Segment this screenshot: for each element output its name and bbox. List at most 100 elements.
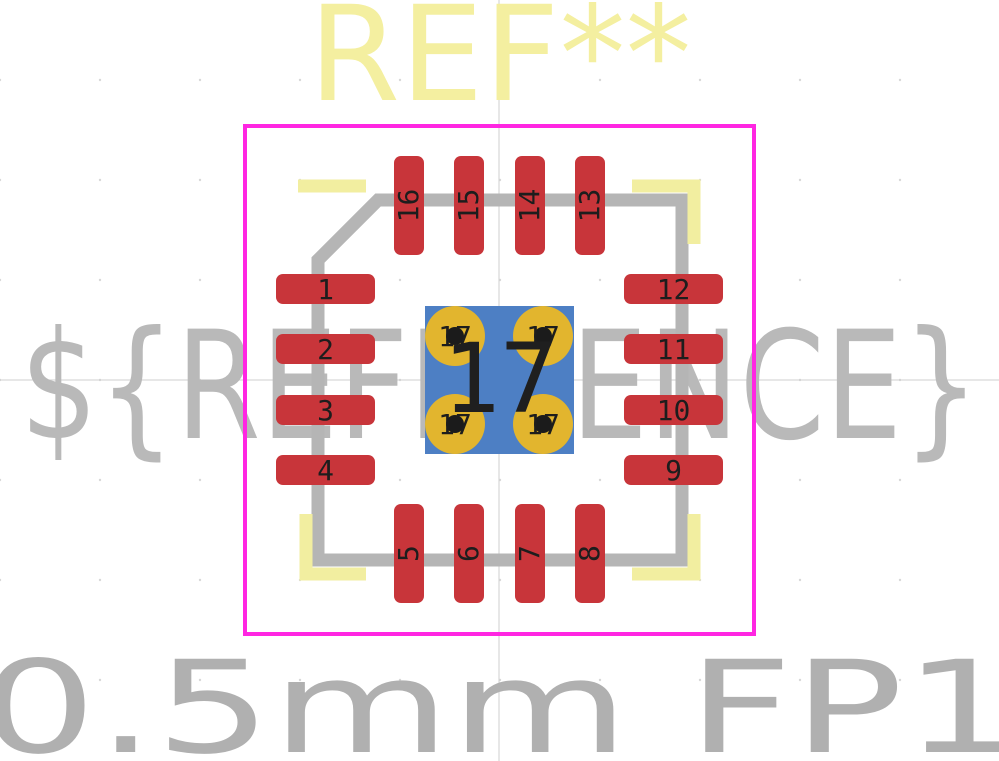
pad-number: 8 <box>573 545 606 562</box>
pad-number: 16 <box>392 189 425 223</box>
grid-dot <box>198 678 202 682</box>
grid-dot <box>0 678 2 682</box>
exposed-pad-number: 17 <box>442 323 558 435</box>
pad-number: 14 <box>513 189 546 223</box>
grid-dot <box>898 178 902 182</box>
smd-pad[interactable]: 12 <box>624 273 723 306</box>
smd-pad[interactable]: 9 <box>624 454 723 487</box>
grid-dot <box>598 278 602 282</box>
via-drill <box>534 327 552 345</box>
grid-dot <box>0 178 2 182</box>
via-number: 17 <box>438 408 472 441</box>
grid-dot <box>298 678 302 682</box>
pad-copper <box>276 455 375 485</box>
grid-dot <box>798 678 802 682</box>
smd-pad[interactable]: 1 <box>276 273 375 306</box>
grid-dot <box>198 478 202 482</box>
smd-pad[interactable]: 14 <box>513 156 546 255</box>
smd-pad[interactable]: 4 <box>276 454 375 487</box>
pad-number: 4 <box>317 454 334 487</box>
pad-copper <box>575 156 605 255</box>
pad-number: 11 <box>657 333 691 366</box>
pad-number: 2 <box>317 333 334 366</box>
thermal-via[interactable]: 17 <box>513 394 573 454</box>
pad-copper <box>624 455 723 485</box>
pad-number: 7 <box>513 545 546 562</box>
grid-dot <box>198 178 202 182</box>
silk-corner-bottom-right <box>632 514 701 581</box>
pad-number: 12 <box>657 273 691 306</box>
pad-copper <box>276 334 375 364</box>
grid-dot <box>198 578 202 582</box>
grid-dot <box>798 478 802 482</box>
grid-dot <box>598 478 602 482</box>
thermal-via[interactable]: 17 <box>425 306 485 366</box>
grid-dot <box>398 278 402 282</box>
smd-pad[interactable]: 2 <box>276 333 375 366</box>
grid-dot <box>0 578 2 582</box>
grid-dot <box>98 278 102 282</box>
via-drill <box>446 327 464 345</box>
smd-pad[interactable]: 10 <box>624 394 723 427</box>
grid-dot <box>598 78 602 82</box>
grid-dot <box>798 78 802 82</box>
via-drill <box>446 415 464 433</box>
smd-pad[interactable]: 8 <box>573 504 606 603</box>
pad-copper <box>276 395 375 425</box>
grid-dot <box>98 178 102 182</box>
grid-dot <box>398 478 402 482</box>
grid-dot <box>898 478 902 482</box>
grid-dot <box>698 678 702 682</box>
grid-dot <box>98 578 102 582</box>
smd-pad[interactable]: 3 <box>276 394 375 427</box>
pad-number: 9 <box>665 454 682 487</box>
grid-dot <box>798 178 802 182</box>
thermal-via[interactable]: 17 <box>513 306 573 366</box>
silk-corner-bottom-left <box>299 514 366 581</box>
smd-pad[interactable]: 7 <box>513 504 546 603</box>
thermal-vias: 17 17 17 17 <box>425 306 573 454</box>
smd-pad[interactable]: 13 <box>573 156 606 255</box>
pad-number: 10 <box>657 394 691 427</box>
smd-pad[interactable]: 15 <box>452 156 485 255</box>
grid-dot <box>398 78 402 82</box>
pad-copper <box>515 156 545 255</box>
reference-designator: REF** <box>308 0 691 132</box>
via-number: 17 <box>526 408 560 441</box>
courtyard-outline <box>243 124 756 636</box>
pad-number: 6 <box>452 545 485 562</box>
grid-dot <box>98 478 102 482</box>
grid-dot <box>98 78 102 82</box>
pad-copper <box>394 504 424 603</box>
pad-copper <box>515 504 545 603</box>
grid-dot <box>898 578 902 582</box>
pad-copper <box>624 395 723 425</box>
grid-dot <box>798 278 802 282</box>
pad-copper <box>454 504 484 603</box>
thermal-via[interactable]: 17 <box>425 394 485 454</box>
silkscreen-corners <box>298 179 701 581</box>
via-drill <box>534 415 552 433</box>
pad-copper <box>575 504 605 603</box>
pad-copper <box>454 156 484 255</box>
smd-pad[interactable]: 6 <box>452 504 485 603</box>
silk-corner-top-right <box>632 179 701 244</box>
smd-pad[interactable]: 16 <box>392 156 425 255</box>
fab-text: 0.5mm FP1 <box>0 634 999 761</box>
via-number: 17 <box>438 320 472 353</box>
smd-pad[interactable]: 5 <box>392 504 425 603</box>
pad-number: 1 <box>317 273 334 306</box>
grid-dot <box>98 678 102 682</box>
grid-dot <box>0 478 2 482</box>
pad-copper <box>276 274 375 304</box>
smd-pad[interactable]: 11 <box>624 333 723 366</box>
pad-copper <box>624 334 723 364</box>
grid-dot <box>0 278 2 282</box>
grid-dot <box>898 278 902 282</box>
pad-copper <box>394 156 424 255</box>
grid-dot <box>798 578 802 582</box>
grid-dot <box>298 78 302 82</box>
pad-copper <box>624 274 723 304</box>
